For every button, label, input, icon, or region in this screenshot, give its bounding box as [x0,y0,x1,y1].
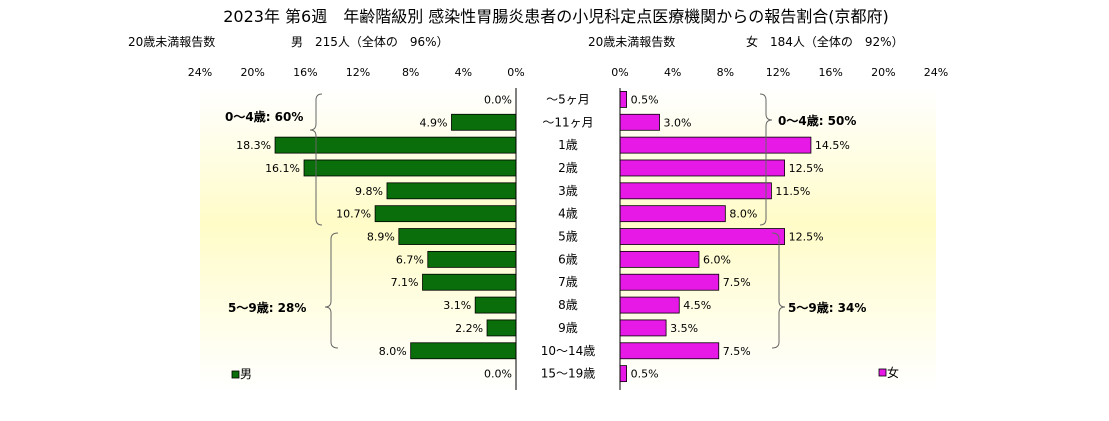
category-label: 5歳 [558,230,578,244]
female-bar [619,205,726,223]
female-bar [619,319,667,337]
female-group-label-0-4: 0～4歳: 50% [778,113,856,128]
male-data-label: 8.0% [379,345,407,358]
male-data-label: 16.1% [265,162,300,175]
male-bracket-0-4 [309,93,323,226]
female-bar [619,250,700,268]
female-tick-label: 8% [717,66,734,79]
category-label: ～5ヶ月 [546,92,590,106]
male-bar [374,205,517,223]
male-tick-label: 8% [402,66,419,79]
male-tick-label: 4% [455,66,472,79]
male-data-label: 7.1% [391,276,419,289]
female-data-label: 6.0% [703,253,731,266]
male-bar [410,342,517,360]
female-summary: 女 184人（全体の 92%） [746,34,904,49]
male-tick-label: 0% [507,66,524,79]
male-group-label-0-4: 0～4歳: 60% [225,109,303,124]
male-legend-label: 男 [240,367,252,381]
female-bar [619,365,627,383]
female-tick-label: 20% [871,66,895,79]
male-data-label: 8.9% [367,231,395,244]
female-data-label: 0.5% [631,368,659,381]
female-tick-label: 0% [611,66,628,79]
category-label: 7歳 [558,275,578,289]
male-data-label: 0.0% [484,93,512,106]
male-bar [474,296,517,314]
female-bar [619,159,785,177]
female-data-label: 12.5% [789,162,824,175]
male-bar [427,250,517,268]
female-tick-label: 24% [924,66,948,79]
female-bracket-0-4 [759,93,773,226]
male-tick-label: 24% [188,66,212,79]
male-data-label: 10.7% [336,208,371,221]
category-label: 2歳 [558,161,578,175]
male-data-label: 6.7% [396,253,424,266]
category-label: ～11ヶ月 [542,115,593,129]
category-label: 9歳 [558,321,578,335]
female-data-label: 14.5% [815,139,850,152]
male-tick-label: 16% [293,66,317,79]
male-data-label: 4.9% [420,116,448,129]
male-bracket-5-9 [324,232,339,349]
male-legend-swatch [231,370,240,379]
female-tick-label: 12% [766,66,790,79]
female-tick-label: 4% [664,66,681,79]
female-data-label: 4.5% [683,299,711,312]
female-bar [619,91,627,108]
category-label: 8歳 [558,298,578,312]
female-data-label: 7.5% [723,345,751,358]
category-label: 1歳 [558,138,578,152]
male-tick-label: 20% [240,66,264,79]
female-data-label: 11.5% [775,185,810,198]
female-data-label: 3.5% [670,322,698,335]
female-data-label: 7.5% [723,276,751,289]
female-group-label-5-9: 5～9歳: 34% [788,300,866,315]
male-data-label: 18.3% [236,139,271,152]
female-bar [619,136,812,154]
female-bar [619,273,720,291]
male-bar [274,136,517,154]
male-summary: 男 215人（全体の 96%） [291,34,449,49]
category-label: 4歳 [558,207,578,221]
male-sub-label: 20歳未満報告数 [128,34,215,49]
female-sub-label: 20歳未満報告数 [588,34,675,49]
category-label: 6歳 [558,252,578,266]
male-bar [422,273,517,291]
category-label: 15～19歳 [541,367,596,381]
female-bracket-5-9 [771,232,786,349]
male-bar [303,159,517,177]
female-data-label: 12.5% [789,231,824,244]
male-data-label: 9.8% [355,185,383,198]
female-tick-label: 16% [818,66,842,79]
female-bar [619,342,720,360]
male-bar [486,319,517,337]
male-data-label: 3.1% [443,299,471,312]
female-legend-swatch [878,368,887,377]
male-bar [386,182,517,200]
female-bar [619,228,785,245]
female-bar [619,182,772,200]
male-data-label: 2.2% [455,322,483,335]
category-label: 3歳 [558,184,578,198]
female-data-label: 8.0% [729,208,757,221]
female-data-label: 0.5% [631,93,659,106]
female-bar [619,296,680,314]
female-data-label: 3.0% [664,116,692,129]
male-bar [451,113,517,131]
male-group-label-5-9: 5～9歳: 28% [228,300,306,315]
male-data-label: 0.0% [484,368,512,381]
category-label: 10～14歳 [541,344,596,358]
male-tick-label: 12% [346,66,370,79]
male-bar [398,228,517,245]
female-legend-label: 女 [887,365,899,380]
female-bar [619,113,660,131]
chart-title: 2023年 第6週 年齢階級別 感染性胃腸炎患者の小児科定点医療機関からの報告割… [223,7,889,26]
